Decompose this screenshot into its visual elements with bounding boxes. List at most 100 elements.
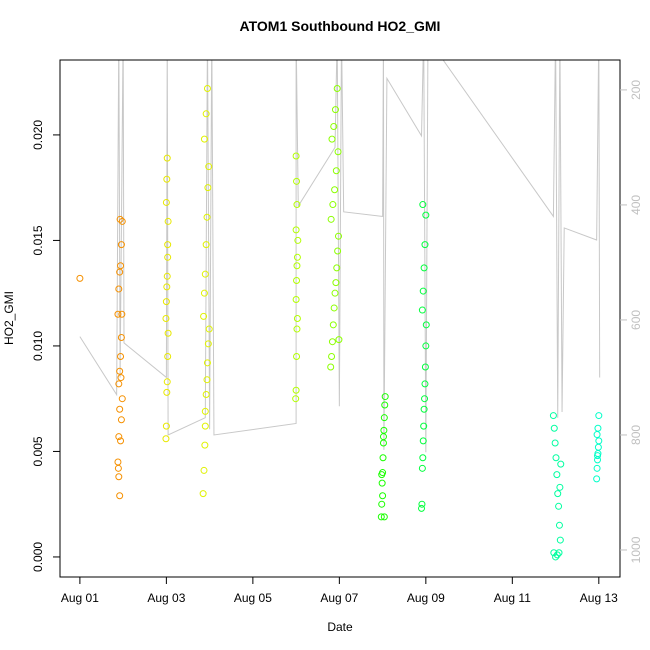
point (117, 374, 125, 382)
point (328, 338, 336, 346)
point (595, 437, 603, 445)
point (115, 285, 123, 293)
point (114, 464, 122, 472)
point (594, 424, 602, 432)
point (163, 378, 171, 386)
point (115, 433, 123, 441)
x-tick-label: Aug 03 (147, 591, 185, 605)
point (381, 393, 389, 401)
point (114, 458, 122, 466)
point (420, 405, 428, 413)
point (379, 492, 387, 500)
point (330, 122, 338, 130)
point (164, 241, 172, 249)
point (117, 352, 125, 360)
point (555, 521, 563, 529)
x-tick-label: Aug 07 (320, 591, 358, 605)
point (555, 549, 563, 557)
point (329, 201, 337, 209)
point (327, 363, 335, 371)
point (330, 304, 338, 312)
point (293, 352, 301, 360)
point (118, 395, 126, 403)
plot-area (76, 60, 603, 561)
point (162, 422, 170, 430)
point (201, 407, 209, 415)
point (164, 217, 172, 225)
point (202, 241, 210, 249)
point (380, 513, 388, 521)
y-tick-label: 0.000 (31, 542, 45, 572)
point (418, 306, 426, 314)
point (163, 175, 171, 183)
point (293, 177, 301, 185)
x-tick-label: Aug 11 (494, 591, 531, 605)
point (419, 201, 427, 209)
point (201, 422, 209, 430)
point (292, 395, 300, 403)
point (293, 201, 301, 209)
point (556, 483, 564, 491)
point (205, 325, 213, 333)
point (117, 262, 125, 270)
point (292, 296, 300, 304)
point (332, 167, 340, 175)
y2-tick-label: 600 (629, 310, 643, 330)
point (333, 264, 341, 272)
point (163, 283, 171, 291)
point (331, 289, 339, 297)
point (418, 504, 426, 512)
point (331, 186, 339, 194)
point (202, 390, 210, 398)
y-tick-label: 0.005 (31, 436, 45, 466)
point (553, 471, 561, 479)
point (327, 215, 335, 223)
y2-tick-label: 1000 (629, 536, 643, 563)
point (200, 312, 208, 320)
point (115, 473, 123, 481)
pressure-line (79, 60, 601, 453)
point (292, 152, 300, 160)
point (550, 424, 558, 432)
point (552, 454, 560, 462)
point (201, 270, 209, 278)
point (593, 464, 601, 472)
point (164, 329, 172, 337)
point (164, 253, 172, 261)
point (117, 416, 125, 424)
point (331, 106, 339, 114)
point (378, 479, 386, 487)
y2-tick-label: 800 (629, 425, 643, 445)
point (554, 490, 562, 498)
point (557, 460, 565, 468)
point (162, 435, 170, 443)
point (118, 310, 126, 318)
point (163, 272, 171, 280)
point (553, 551, 561, 559)
point (114, 310, 122, 318)
point (116, 367, 124, 375)
point (335, 336, 343, 344)
point (293, 315, 301, 322)
point (380, 414, 388, 422)
y-tick-label: 0.020 (31, 120, 45, 150)
point (293, 277, 301, 285)
point (419, 454, 427, 462)
point (117, 437, 125, 445)
point (200, 466, 208, 474)
point (594, 452, 602, 460)
point (203, 213, 211, 221)
point (420, 422, 428, 430)
point (202, 110, 210, 118)
point (293, 325, 301, 333)
point (201, 441, 209, 449)
point (422, 321, 430, 329)
chart-title: ATOM1 Southbound HO2_GMI (240, 18, 441, 34)
point (381, 401, 389, 409)
point (162, 198, 170, 206)
point (329, 321, 337, 329)
point (204, 184, 212, 192)
point (292, 226, 300, 234)
point (421, 395, 429, 403)
point (552, 553, 560, 561)
